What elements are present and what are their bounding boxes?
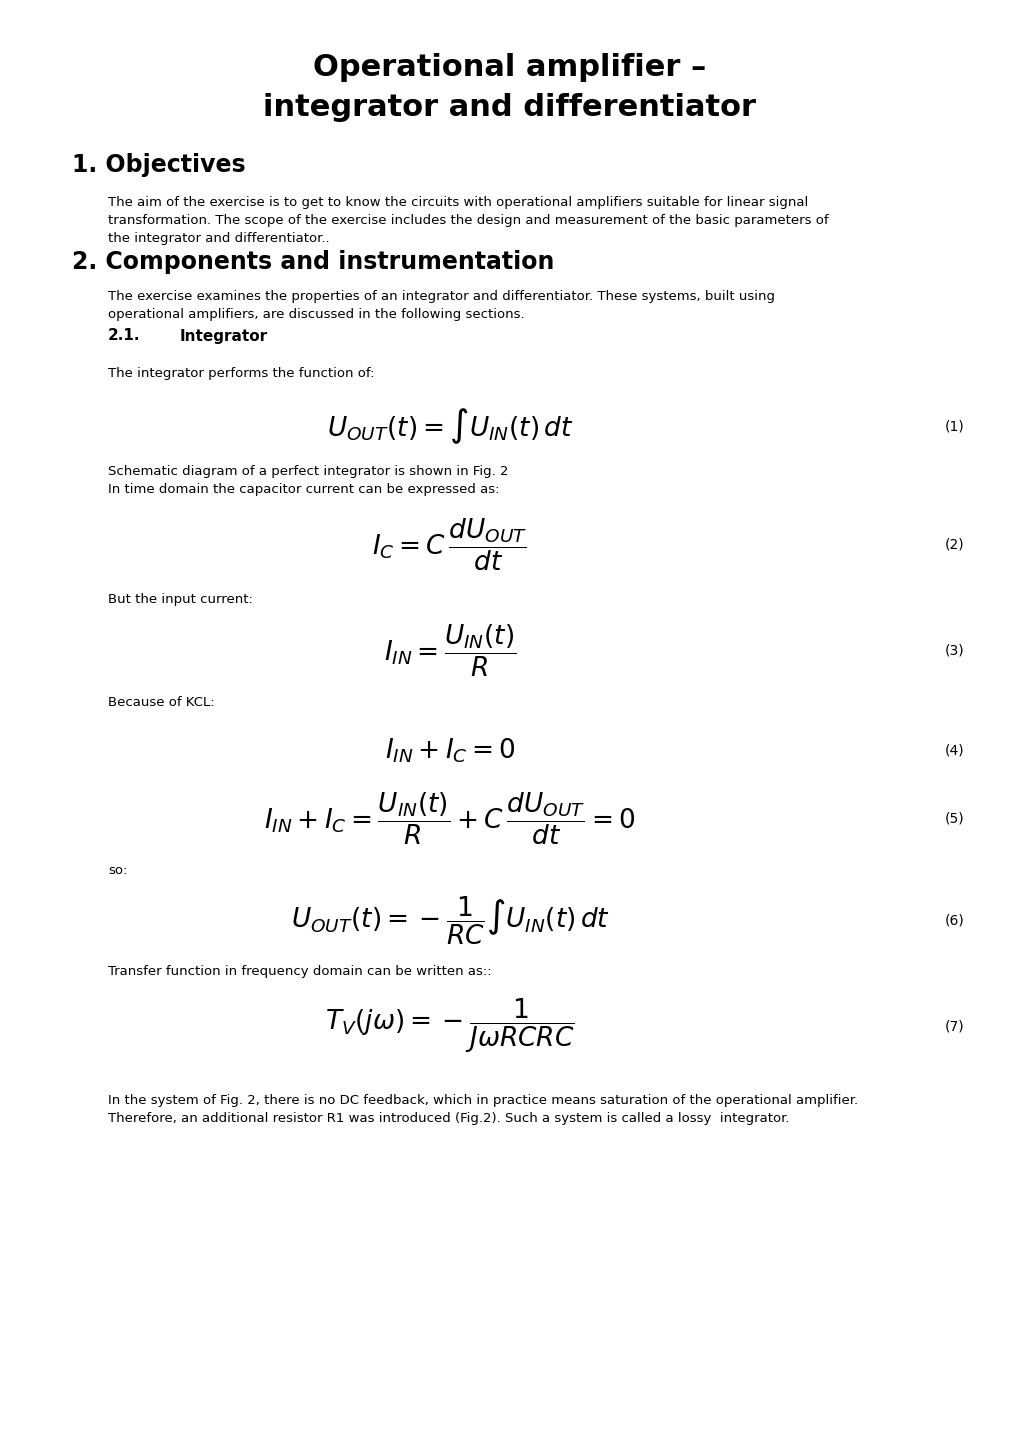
Text: $T_V(j\omega) = -\dfrac{1}{J\omega RCRC}$: $T_V(j\omega) = -\dfrac{1}{J\omega RCRC}… <box>325 996 575 1056</box>
Text: (1): (1) <box>945 420 964 433</box>
Text: Therefore, an additional resistor R1 was introduced (Fig.2). Such a system is ca: Therefore, an additional resistor R1 was… <box>108 1112 789 1125</box>
Text: so:: so: <box>108 865 127 878</box>
Text: 2. Components and instrumentation: 2. Components and instrumentation <box>72 249 554 274</box>
Text: $U_{OUT}(t) = \int U_{IN}(t)\,dt$: $U_{OUT}(t) = \int U_{IN}(t)\,dt$ <box>326 407 573 446</box>
Text: integrator and differentiator: integrator and differentiator <box>263 94 756 123</box>
Text: (7): (7) <box>945 1019 964 1032</box>
Text: (6): (6) <box>945 914 964 929</box>
Text: transformation. The scope of the exercise includes the design and measurement of: transformation. The scope of the exercis… <box>108 213 827 226</box>
Text: (2): (2) <box>945 538 964 552</box>
Text: Operational amplifier –: Operational amplifier – <box>313 53 706 82</box>
Text: 1. Objectives: 1. Objectives <box>72 153 246 177</box>
Text: In time domain the capacitor current can be expressed as:: In time domain the capacitor current can… <box>108 483 499 496</box>
Text: In the system of Fig. 2, there is no DC feedback, which in practice means satura: In the system of Fig. 2, there is no DC … <box>108 1094 857 1107</box>
Text: the integrator and differentiator..: the integrator and differentiator.. <box>108 232 329 245</box>
Text: (3): (3) <box>945 645 964 658</box>
Text: The aim of the exercise is to get to know the circuits with operational amplifie: The aim of the exercise is to get to kno… <box>108 196 807 209</box>
Text: $I_C = C\,\dfrac{dU_{OUT}}{dt}$: $I_C = C\,\dfrac{dU_{OUT}}{dt}$ <box>372 516 527 574</box>
Text: $I_{IN} + I_C = 0$: $I_{IN} + I_C = 0$ <box>384 737 515 766</box>
Text: 2.1.: 2.1. <box>108 329 141 343</box>
Text: The exercise examines the properties of an integrator and differentiator. These : The exercise examines the properties of … <box>108 290 774 303</box>
Text: The integrator performs the function of:: The integrator performs the function of: <box>108 368 374 381</box>
Text: (4): (4) <box>945 744 964 758</box>
Text: $I_{IN} + I_C = \dfrac{U_{IN}(t)}{R} + C\,\dfrac{dU_{OUT}}{dt} = 0$: $I_{IN} + I_C = \dfrac{U_{IN}(t)}{R} + C… <box>264 790 635 848</box>
Text: Because of KCL:: Because of KCL: <box>108 696 214 709</box>
Text: (5): (5) <box>945 812 964 826</box>
Text: operational amplifiers, are discussed in the following sections.: operational amplifiers, are discussed in… <box>108 309 524 322</box>
Text: Schematic diagram of a perfect integrator is shown in Fig. 2: Schematic diagram of a perfect integrato… <box>108 466 508 479</box>
Text: Integrator: Integrator <box>179 329 268 343</box>
Text: $I_{IN} = \dfrac{U_{IN}(t)}{R}$: $I_{IN} = \dfrac{U_{IN}(t)}{R}$ <box>383 623 516 679</box>
Text: But the input current:: But the input current: <box>108 593 253 606</box>
Text: $U_{OUT}(t) = -\dfrac{1}{RC}\int U_{IN}(t)\,dt$: $U_{OUT}(t) = -\dfrac{1}{RC}\int U_{IN}(… <box>290 895 609 947</box>
Text: Transfer function in frequency domain can be written as::: Transfer function in frequency domain ca… <box>108 965 491 978</box>
